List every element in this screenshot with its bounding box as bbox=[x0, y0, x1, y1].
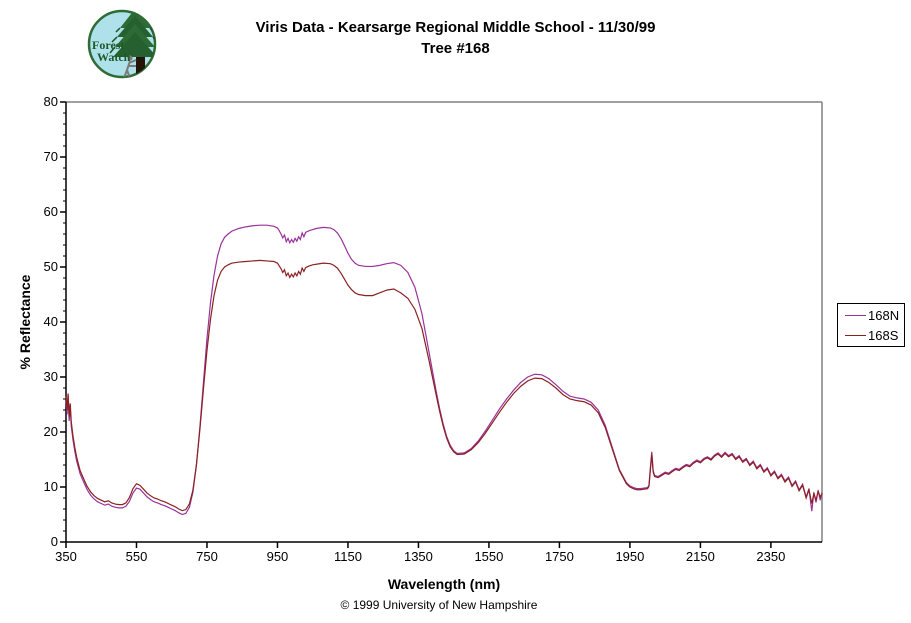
x-tick-label: 1950 bbox=[615, 549, 645, 564]
y-tick-label: 60 bbox=[43, 204, 58, 219]
pine-tree-icon bbox=[109, 11, 155, 77]
legend-line-swatch bbox=[845, 314, 866, 316]
y-axis-title: % Reflectance bbox=[17, 274, 33, 370]
x-tick-label: 1550 bbox=[474, 549, 504, 564]
series-line-168N bbox=[65, 224, 823, 516]
y-tick-label: 50 bbox=[43, 259, 58, 274]
logo-text-watch: Watch bbox=[97, 50, 131, 64]
y-tick-label: 0 bbox=[50, 534, 58, 549]
chart-title: Viris Data - Kearsarge Regional Middle S… bbox=[255, 19, 656, 36]
x-tick-label: 750 bbox=[196, 549, 218, 564]
y-tick-label: 10 bbox=[43, 479, 58, 494]
y-tick-label: 30 bbox=[43, 369, 58, 384]
legend-item: 168N bbox=[838, 305, 904, 325]
forest-watch-logo-image: Forest Watch bbox=[87, 9, 157, 79]
legend-label: 168N bbox=[868, 307, 900, 323]
x-tick-label: 350 bbox=[55, 549, 77, 564]
legend: 168N 168S bbox=[837, 303, 905, 347]
person-icon bbox=[123, 55, 137, 77]
y-tick-label: 70 bbox=[43, 149, 58, 164]
x-tick-label: 1750 bbox=[544, 549, 574, 564]
x-tick-label: 950 bbox=[266, 549, 289, 564]
x-tick-label: 2150 bbox=[685, 549, 715, 564]
legend-line-swatch bbox=[845, 334, 866, 336]
legend-label: 168S bbox=[868, 327, 899, 343]
y-tick-label: 40 bbox=[43, 314, 58, 329]
x-axis-title: Wavelength (nm) bbox=[387, 576, 501, 592]
chart-subtitle: Tree #168 bbox=[421, 40, 490, 57]
x-tick-label: 1150 bbox=[333, 549, 362, 564]
x-tick-label: 550 bbox=[125, 549, 148, 564]
series-line-168S bbox=[65, 259, 823, 512]
x-tick-label: 2350 bbox=[756, 549, 786, 564]
x-tick-label: 1350 bbox=[403, 549, 433, 564]
y-tick-label: 20 bbox=[43, 424, 58, 439]
chart-title-block: Viris Data - Kearsarge Regional Middle S… bbox=[0, 17, 911, 59]
logo-text-forest: Forest bbox=[92, 38, 124, 52]
forest-watch-logo: Forest Watch bbox=[84, 6, 160, 82]
legend-item: 168S bbox=[838, 325, 904, 345]
copyright-text: © 1999 University of New Hampshire bbox=[340, 598, 538, 612]
y-tick-label: 80 bbox=[43, 94, 58, 109]
